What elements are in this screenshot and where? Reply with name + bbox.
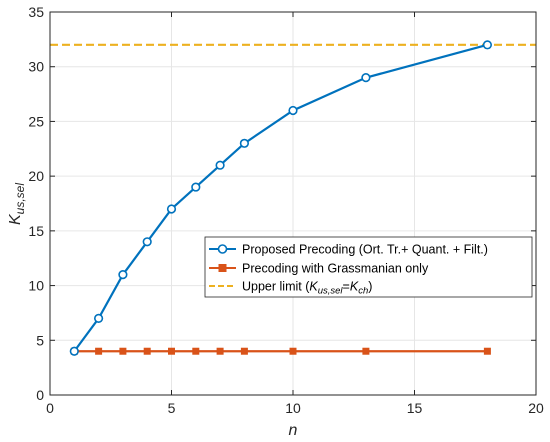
- y-axis-label-sub: us,sel: [13, 183, 27, 215]
- data-point-grassmanian: [240, 347, 248, 355]
- legend-label-grassmanian: Precoding with Grassmanian only: [242, 262, 429, 276]
- grid-lines: [50, 12, 536, 395]
- x-tick-label: 5: [168, 400, 176, 416]
- svg-text:Kus,sel: Kus,sel: [7, 183, 27, 225]
- legend-marker-proposed: [217, 244, 228, 254]
- data-point-grassmanian: [95, 347, 103, 355]
- data-point-grassmanian: [168, 347, 175, 355]
- data-point-proposed: [288, 105, 298, 116]
- data-point-proposed: [482, 40, 493, 50]
- legend-label-upper-limit: Upper limit (Kus,sel=Kch): [242, 280, 372, 297]
- data-point-proposed: [361, 73, 371, 83]
- x-tick-label: 0: [46, 400, 54, 416]
- data-point-grassmanian: [216, 347, 224, 355]
- x-tick-label: 15: [407, 400, 423, 416]
- x-tick-label: 10: [285, 400, 301, 416]
- data-point-proposed: [93, 313, 104, 324]
- data-point-proposed: [118, 270, 128, 280]
- data-point-grassmanian: [192, 347, 200, 355]
- data-point-proposed: [239, 138, 249, 148]
- data-point-grassmanian: [483, 347, 491, 355]
- data-point-grassmanian: [362, 347, 370, 355]
- legend-marker-grassmanian: [218, 264, 227, 272]
- data-point-proposed: [142, 237, 152, 247]
- data-point-grassmanian: [119, 347, 127, 355]
- y-tick-label: 20: [28, 168, 44, 184]
- y-axis-label: Kus,sel: [7, 183, 27, 225]
- x-tick-label: 20: [528, 400, 544, 416]
- legend-box: [204, 236, 533, 298]
- data-point-proposed: [69, 346, 79, 356]
- legend-label-proposed: Proposed Precoding (Ort. Tr.+ Quant. + F…: [242, 243, 488, 257]
- data-point-proposed: [215, 160, 225, 170]
- x-axis-label: n: [289, 422, 298, 439]
- series-layer: [50, 40, 536, 356]
- y-tick-label: 0: [36, 387, 44, 403]
- y-axis-label-main: K: [7, 213, 24, 225]
- y-tick-label: 25: [28, 113, 44, 129]
- data-point-proposed: [166, 204, 177, 214]
- y-tick-label: 5: [36, 332, 44, 348]
- axis-ticks: 0 5 10 15 20 0 5 10 15 20 25 30 35: [28, 4, 544, 416]
- y-tick-label: 35: [28, 4, 44, 20]
- y-tick-label: 30: [28, 59, 44, 75]
- y-tick-label: 10: [28, 278, 44, 294]
- data-point-grassmanian: [289, 347, 297, 355]
- legend: Proposed Precoding (Ort. Tr.+ Quant. + F…: [204, 236, 533, 298]
- data-point-proposed: [191, 182, 201, 192]
- y-tick-label: 15: [28, 223, 44, 239]
- data-point-grassmanian: [143, 347, 151, 355]
